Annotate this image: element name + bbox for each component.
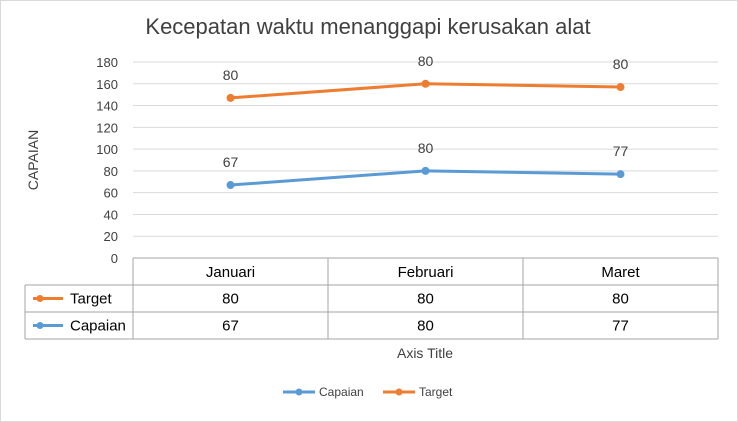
data-point xyxy=(421,79,430,88)
table-legend-marker xyxy=(36,322,44,329)
data-point xyxy=(421,166,430,175)
chart-title: Kecepatan waktu menanggapi kerusakan ala… xyxy=(145,14,590,39)
y-axis-title: CAPAIAN xyxy=(25,130,41,190)
table-legend-marker xyxy=(36,295,44,302)
legend-label: Target xyxy=(419,385,453,399)
table-cell-value: 80 xyxy=(222,291,239,308)
y-tick-label: 60 xyxy=(104,186,118,201)
data-label: 67 xyxy=(223,154,239,170)
y-tick-label: 140 xyxy=(96,99,118,114)
data-point xyxy=(226,93,235,102)
y-tick-label: 180 xyxy=(96,55,118,70)
category-label: Januari xyxy=(206,264,255,281)
x-axis-title: Axis Title xyxy=(397,345,453,361)
data-point xyxy=(226,181,235,190)
data-table: Januari Februari Maret Target 80 80 80 Capaian 6… xyxy=(24,257,719,340)
legend: Capaian Target xyxy=(283,385,453,399)
data-label: 77 xyxy=(613,143,629,159)
table-cell-value: 77 xyxy=(612,318,629,335)
data-label: 80 xyxy=(613,56,629,72)
y-tick-label: 100 xyxy=(96,142,118,157)
data-point xyxy=(616,170,625,179)
y-tick-label: 160 xyxy=(96,77,118,92)
data-labels: 80 80 80 67 80 77 xyxy=(223,53,629,170)
table-series-name: Target xyxy=(70,291,113,308)
y-tick-label: 120 xyxy=(96,120,118,135)
y-tick-label: 80 xyxy=(104,164,118,179)
data-label: 80 xyxy=(418,53,434,69)
y-axis-ticks: 0 20 40 60 80 100 120 140 160 180 xyxy=(96,55,118,266)
table-cell-value: 80 xyxy=(417,291,434,308)
table-cell-value: 67 xyxy=(222,318,239,335)
table-series-name: Capaian xyxy=(70,318,126,335)
y-tick-label: 0 xyxy=(111,251,118,266)
legend-marker xyxy=(295,388,303,396)
legend-marker xyxy=(395,388,403,396)
series-lines xyxy=(226,79,625,190)
data-point xyxy=(616,83,625,92)
y-tick-label: 40 xyxy=(104,207,118,222)
category-label: Maret xyxy=(601,264,640,281)
table-cell-value: 80 xyxy=(612,291,629,308)
y-tick-label: 20 xyxy=(104,229,118,244)
data-label: 80 xyxy=(418,140,434,156)
table-cell-value: 80 xyxy=(417,318,434,335)
legend-label: Capaian xyxy=(319,385,364,399)
data-label: 80 xyxy=(223,67,239,83)
category-label: Februari xyxy=(398,264,454,281)
